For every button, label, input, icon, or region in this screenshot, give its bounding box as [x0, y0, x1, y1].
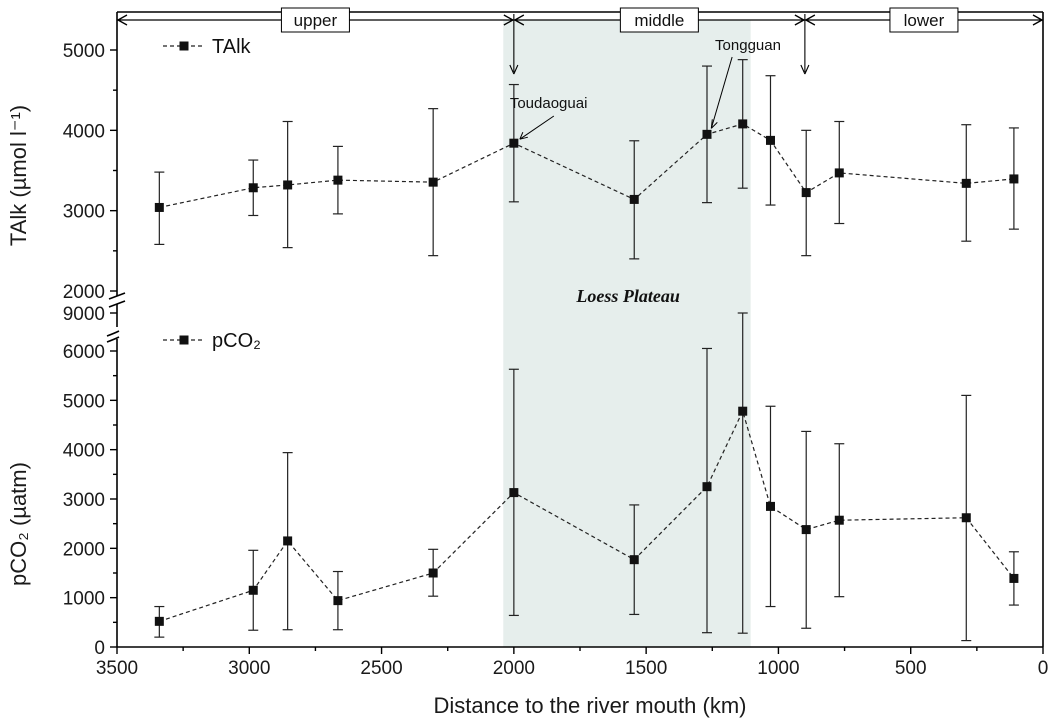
arrowhead: [794, 14, 805, 26]
loess-plateau-shading: [503, 20, 751, 647]
region-indicators: upper middle lower: [117, 7, 1043, 75]
axis-break-mark: [108, 300, 126, 308]
arrowhead: [514, 14, 525, 26]
pco2-legend-label: pCO₂: [212, 330, 261, 352]
x-tick-label: 2500: [360, 658, 402, 679]
boundary-arrowhead: [509, 64, 519, 75]
pco2-line: [159, 409, 1015, 622]
y-tick-label-pco2: 0: [94, 638, 105, 659]
y-tick-label-pco2: 6000: [63, 342, 105, 363]
region-label-box: [889, 7, 959, 33]
talk-point: [801, 188, 811, 198]
pco2-point: [428, 568, 438, 578]
loess-plateau-band: [503, 20, 751, 647]
pco2-point: [765, 501, 775, 511]
boundary-arrowhead: [800, 64, 810, 75]
arrowhead: [503, 14, 514, 26]
x-axis-label: Distance to the river mouth (km): [434, 693, 747, 718]
annotation-arrowhead: [519, 131, 528, 140]
region-label-box: [619, 7, 699, 33]
pco2-point: [283, 536, 293, 546]
y-tick-label-pco2: 2000: [63, 539, 105, 560]
axis-break-mark: [108, 292, 126, 300]
talk-point: [765, 135, 775, 145]
pco2-series: [154, 312, 1019, 642]
talk-point: [961, 178, 971, 188]
annotations: Toudaoguai Tongguan Loess Plateau: [510, 37, 781, 306]
annotation-arrow: [519, 115, 555, 140]
talk-point: [834, 168, 844, 178]
talk-legend-marker: [179, 41, 189, 51]
axis-break-mark: [106, 330, 120, 343]
pco2-point: [961, 513, 971, 523]
x-tick-label: 1500: [625, 658, 667, 679]
pco2-point: [738, 406, 748, 416]
pco2-point: [834, 515, 844, 525]
pco2-point: [801, 525, 811, 535]
x-tick-label: 3500: [96, 658, 138, 679]
legends: TAlk pCO₂: [163, 36, 261, 352]
talk-point: [428, 177, 438, 187]
y-tick-label-pco2: 4000: [63, 441, 105, 462]
arrowhead: [1032, 14, 1043, 26]
data-series: [154, 59, 1019, 642]
pco2-point: [154, 616, 164, 626]
talk-point: [283, 180, 293, 190]
talk-point: [1009, 174, 1019, 184]
annotation-arrow: [710, 56, 733, 129]
talk-legend-label: TAlk: [212, 36, 252, 58]
talk-point: [154, 202, 164, 212]
y-tick-label-talk: 3000: [63, 202, 105, 223]
region-label: upper: [294, 11, 338, 30]
y-tick-label-pco2: 5000: [63, 391, 105, 412]
x-tick-label: 2000: [493, 658, 535, 679]
loess-plateau-label: Loess Plateau: [575, 286, 680, 306]
pco2-point: [333, 596, 343, 606]
y-tick-label-talk: 4000: [63, 121, 105, 142]
region-label: middle: [634, 11, 684, 30]
y-tick-label-break: 9000: [63, 304, 105, 325]
pco2-legend-marker: [179, 335, 189, 345]
pco2-point: [1009, 573, 1019, 583]
talk-point: [333, 175, 343, 185]
pco2-point: [509, 488, 519, 498]
pco2-point: [702, 482, 712, 492]
y-tick-label-talk: 2000: [63, 282, 105, 303]
pco2-point: [248, 585, 258, 595]
talk-point: [248, 183, 258, 193]
y-axis-label-talk: TAlk (µmol l⁻¹): [6, 105, 31, 246]
talk-series: [154, 59, 1019, 260]
pco2-point: [629, 555, 639, 565]
arrowhead: [117, 14, 128, 26]
talk-point: [509, 138, 519, 148]
annotation-tongguan: Tongguan: [715, 37, 781, 54]
x-tick-label: 500: [895, 658, 927, 679]
talk-point: [702, 129, 712, 139]
x-tick-label: 1000: [757, 658, 799, 679]
annotation-toudaoguai: Toudaoguai: [510, 95, 588, 112]
talk-point: [738, 119, 748, 129]
talk-point: [629, 194, 639, 204]
talk-line: [159, 123, 1014, 209]
region-label-box: [280, 7, 350, 33]
y-tick-label-talk: 5000: [63, 41, 105, 62]
arrowhead: [805, 14, 816, 26]
y-tick-label-pco2: 1000: [63, 589, 105, 610]
y-axis-label-pco2: pCO₂ (µatm): [6, 462, 31, 586]
x-tick-label: 0: [1038, 658, 1049, 679]
annotation-arrowhead: [710, 119, 718, 129]
region-label: lower: [904, 11, 945, 30]
y-tick-label-pco2: 3000: [63, 490, 105, 511]
x-tick-label: 3000: [228, 658, 270, 679]
